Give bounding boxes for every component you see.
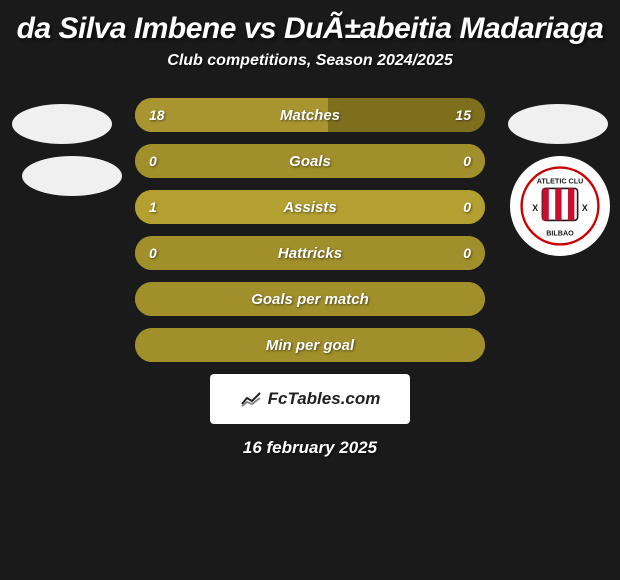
stat-label: Assists xyxy=(283,199,336,216)
stat-label: Goals xyxy=(289,153,331,170)
stat-row: 1 0 Assists xyxy=(135,190,485,224)
brand-box: FcTables.com xyxy=(210,374,410,424)
stat-value-right: 0 xyxy=(463,199,471,215)
stat-value-left: 1 xyxy=(149,199,157,215)
page-title: da Silva Imbene vs DuÃ±abeitia Madariaga xyxy=(0,0,620,52)
stat-value-left: 18 xyxy=(149,107,165,123)
page-subtitle: Club competitions, Season 2024/2025 xyxy=(0,52,620,70)
stat-row: 18 15 Matches xyxy=(135,98,485,132)
stat-value-left: 0 xyxy=(149,153,157,169)
stat-label: Min per goal xyxy=(266,337,354,354)
date-label: 16 february 2025 xyxy=(20,438,600,458)
player-right-badge-1 xyxy=(508,104,608,144)
player-left-badge-1 xyxy=(12,104,112,144)
stat-row: Goals per match xyxy=(135,282,485,316)
comparison-content: ATLETIC CLU BILBAO X X 18 15 Matches 0 0 Goal… xyxy=(0,98,620,458)
stat-row: 0 0 Hattricks xyxy=(135,236,485,270)
player-left-badge-2 xyxy=(22,156,122,196)
svg-text:X: X xyxy=(582,203,588,213)
stat-value-right: 0 xyxy=(463,245,471,261)
player-right-club-badge: ATLETIC CLU BILBAO X X xyxy=(510,156,610,256)
stat-label: Matches xyxy=(280,107,340,124)
stat-row: 0 0 Goals xyxy=(135,144,485,178)
stat-bar-left xyxy=(135,144,310,178)
stat-value-right: 0 xyxy=(463,153,471,169)
athletic-club-logo-icon: ATLETIC CLU BILBAO X X xyxy=(520,166,600,246)
svg-text:BILBAO: BILBAO xyxy=(546,229,574,238)
stat-label: Hattricks xyxy=(278,245,342,262)
svg-text:X: X xyxy=(532,203,538,213)
stat-bar-right xyxy=(310,144,485,178)
stat-value-left: 0 xyxy=(149,245,157,261)
stats-list: 18 15 Matches 0 0 Goals 1 0 Assists 0 0 Hattricks Go… xyxy=(135,98,485,362)
svg-text:ATLETIC CLU: ATLETIC CLU xyxy=(537,177,584,186)
stat-label: Goals per match xyxy=(251,291,369,308)
brand-label: FcTables.com xyxy=(268,389,381,409)
brand-chart-icon xyxy=(240,390,262,408)
stat-row: Min per goal xyxy=(135,328,485,362)
stat-value-right: 15 xyxy=(455,107,471,123)
